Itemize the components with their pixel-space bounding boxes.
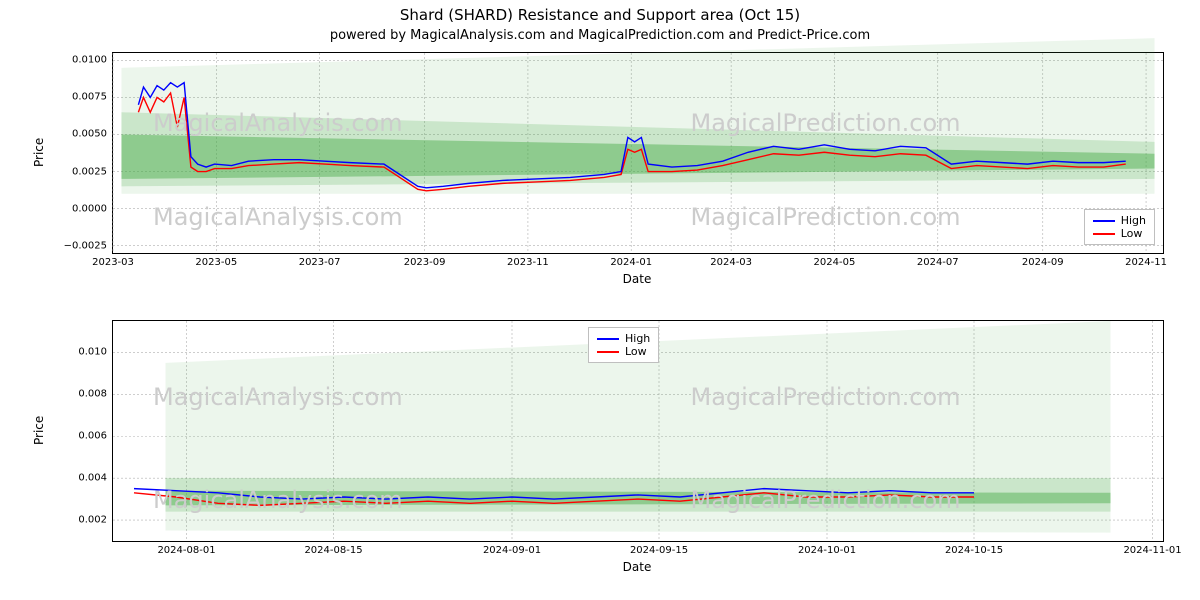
ytick-label: 0.004: [78, 473, 107, 484]
watermark: MagicalPrediction.com: [691, 383, 961, 411]
ytick-label: 0.0025: [72, 166, 107, 177]
xtick-label: 2024-09: [1022, 257, 1064, 268]
legend: HighLow: [1084, 209, 1155, 245]
chart-bottom: 0.0020.0040.0060.0080.0102024-08-012024-…: [112, 320, 1164, 542]
legend-swatch: [1093, 220, 1115, 222]
xtick-label: 2023-11: [507, 257, 549, 268]
ylabel-bottom: Price: [32, 416, 46, 445]
ytick-label: 0.006: [78, 431, 107, 442]
xlabel-bottom: Date: [112, 560, 1162, 574]
chart-top: −0.00250.00000.00250.00500.00750.0100202…: [112, 52, 1164, 254]
xtick-label: 2024-08-01: [157, 545, 215, 556]
ytick-label: 0.0075: [72, 92, 107, 103]
watermark: MagicalPrediction.com: [691, 486, 961, 514]
ytick-label: 0.010: [78, 347, 107, 358]
legend-swatch: [597, 351, 619, 353]
watermark: MagicalPrediction.com: [691, 203, 961, 231]
legend-item: High: [1093, 214, 1146, 227]
watermark: MagicalAnalysis.com: [153, 203, 403, 231]
xtick-label: 2024-05: [814, 257, 856, 268]
legend-label: High: [1121, 214, 1146, 227]
legend-item: Low: [1093, 227, 1146, 240]
page-title: Shard (SHARD) Resistance and Support are…: [0, 6, 1200, 24]
ytick-label: 0.0100: [72, 55, 107, 66]
ytick-label: 0.0050: [72, 129, 107, 140]
watermark: MagicalAnalysis.com: [153, 383, 403, 411]
legend-swatch: [1093, 233, 1115, 235]
watermark: MagicalAnalysis.com: [153, 109, 403, 137]
legend-label: Low: [1121, 227, 1143, 240]
ytick-label: −0.0025: [64, 240, 107, 251]
xtick-label: 2024-10-15: [945, 545, 1003, 556]
xlabel-top: Date: [112, 272, 1162, 286]
watermark: MagicalPrediction.com: [691, 109, 961, 137]
xtick-label: 2024-08-15: [304, 545, 362, 556]
xtick-label: 2024-11-01: [1123, 545, 1181, 556]
legend-item: High: [597, 332, 650, 345]
xtick-label: 2023-05: [195, 257, 237, 268]
ylabel-top: Price: [32, 138, 46, 167]
xtick-label: 2024-11: [1125, 257, 1167, 268]
xtick-label: 2023-03: [92, 257, 134, 268]
legend-swatch: [597, 338, 619, 340]
xtick-label: 2023-09: [404, 257, 446, 268]
watermark: MagicalAnalysis.com: [153, 486, 403, 514]
page-subtitle: powered by MagicalAnalysis.com and Magic…: [0, 28, 1200, 43]
xtick-label: 2024-03: [710, 257, 752, 268]
ytick-label: 0.002: [78, 515, 107, 526]
legend-item: Low: [597, 345, 650, 358]
xtick-label: 2023-07: [299, 257, 341, 268]
xtick-label: 2024-09-15: [630, 545, 688, 556]
legend-label: High: [625, 332, 650, 345]
ytick-label: 0.008: [78, 389, 107, 400]
legend: HighLow: [588, 327, 659, 363]
ytick-label: 0.0000: [72, 203, 107, 214]
xtick-label: 2024-10-01: [798, 545, 856, 556]
xtick-label: 2024-01: [610, 257, 652, 268]
legend-label: Low: [625, 345, 647, 358]
xtick-label: 2024-07: [917, 257, 959, 268]
xtick-label: 2024-09-01: [483, 545, 541, 556]
